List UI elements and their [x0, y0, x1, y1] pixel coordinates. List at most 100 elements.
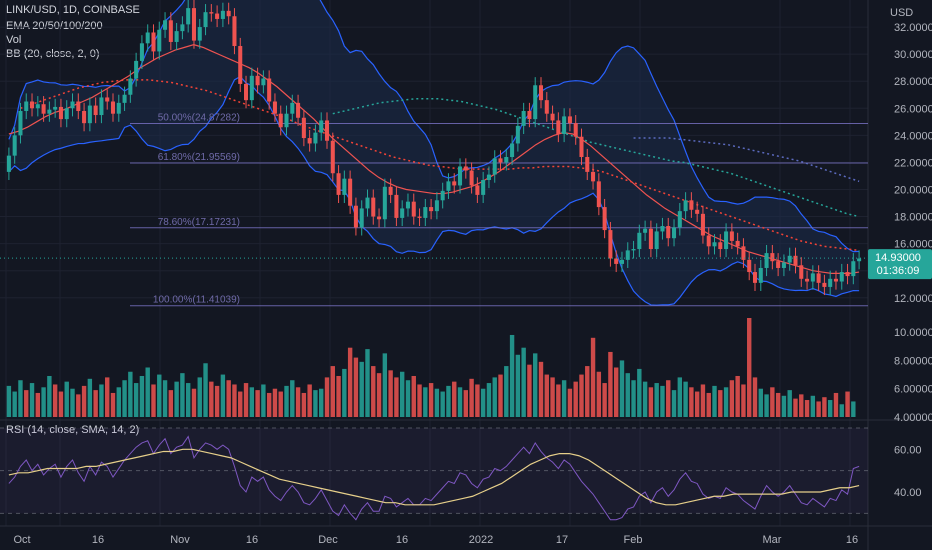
candle: [139, 43, 144, 61]
candle: [793, 255, 798, 266]
volume-bar: [538, 361, 544, 417]
volume-bar: [359, 361, 364, 417]
volume-bar: [741, 384, 746, 417]
volume-bar: [833, 392, 839, 417]
candle: [122, 94, 127, 103]
volume-bar: [226, 380, 231, 417]
candle: [683, 200, 688, 212]
volume-bar: [197, 377, 202, 417]
time-axis-label: Mar: [763, 534, 782, 546]
candle: [729, 231, 734, 241]
volume-bar: [683, 381, 688, 417]
volume-bar: [87, 378, 93, 417]
volume-bar: [660, 385, 665, 417]
candle: [648, 228, 653, 250]
volume-bars: [6, 318, 856, 417]
volume-bar: [486, 383, 492, 417]
candle: [504, 157, 509, 163]
volume-bar: [527, 364, 532, 417]
volume-bar: [365, 349, 370, 417]
candle: [377, 216, 382, 220]
volume-bar: [145, 367, 150, 417]
time-axis-label: 16: [846, 534, 858, 546]
candle: [463, 166, 468, 171]
candle: [186, 8, 191, 25]
candle: [226, 10, 231, 17]
volume-bar: [804, 400, 810, 417]
candle: [64, 108, 69, 120]
volume-bar: [793, 398, 798, 417]
volume-bar: [712, 385, 717, 417]
candle: [510, 143, 515, 157]
candle: [215, 13, 220, 19]
volume-bar: [446, 385, 451, 417]
candle: [6, 155, 11, 172]
volume-bar: [347, 347, 353, 417]
candle: [394, 194, 399, 218]
bollinger-lower: [8, 75, 860, 306]
candle: [24, 101, 29, 111]
volume-bar: [469, 378, 474, 417]
volume-bar: [827, 400, 833, 417]
volume-axis-label: 6.00000: [894, 384, 932, 396]
candle: [134, 60, 139, 79]
candle: [544, 100, 549, 114]
candle: [706, 235, 711, 247]
candle: [53, 106, 58, 110]
candle: [776, 261, 781, 268]
volume-bar: [324, 377, 330, 417]
candle: [758, 267, 763, 283]
candle: [625, 250, 630, 260]
candle: [87, 105, 92, 124]
volume-bar: [64, 381, 69, 417]
candle: [255, 75, 260, 86]
candle: [851, 261, 856, 277]
candle: [816, 273, 821, 283]
price-axis-label: 16.00000: [894, 239, 932, 251]
candle: [272, 101, 277, 114]
volume-bar: [81, 385, 87, 417]
candle: [244, 83, 249, 101]
currency-label: USD: [890, 7, 913, 19]
volume-bar: [133, 383, 139, 417]
volume-bar: [249, 387, 255, 417]
volume-bar: [336, 375, 341, 417]
volume-bar: [515, 354, 521, 417]
candle: [220, 10, 225, 19]
volume-bar: [307, 384, 312, 417]
candle: [209, 12, 214, 14]
candle: [498, 158, 503, 163]
volume-bar: [475, 384, 480, 417]
volume-bar: [93, 390, 98, 417]
volume-bar: [76, 394, 81, 417]
volume-bar: [851, 401, 856, 417]
candle: [336, 173, 341, 195]
volume-bar: [602, 383, 607, 417]
candle: [359, 208, 364, 228]
time-axis-label: 16: [396, 534, 408, 546]
volume-bar: [816, 401, 821, 417]
volume-axis-label: 8.00000: [894, 355, 932, 367]
volume-bar: [521, 347, 526, 417]
volume-bar: [214, 385, 220, 417]
candle: [596, 181, 601, 208]
candle: [116, 102, 121, 114]
candle: [839, 272, 844, 282]
volume-bar: [330, 366, 335, 417]
candle: [307, 138, 312, 144]
candle: [747, 259, 752, 273]
candles: [6, 0, 862, 296]
volume-bar: [105, 377, 110, 417]
volume-bar: [394, 377, 399, 417]
volume-bar: [99, 384, 104, 417]
volume-legend[interactable]: Vol: [6, 34, 22, 46]
candle: [654, 231, 659, 250]
ema-legend[interactable]: EMA 20/50/100/200: [6, 20, 103, 32]
volume-bar: [498, 374, 503, 417]
candle: [521, 110, 526, 126]
rsi-legend[interactable]: RSI (14, close, SMA, 14, 2): [6, 424, 140, 436]
candle: [695, 209, 700, 214]
candle: [35, 104, 40, 109]
volume-bar: [353, 357, 359, 417]
